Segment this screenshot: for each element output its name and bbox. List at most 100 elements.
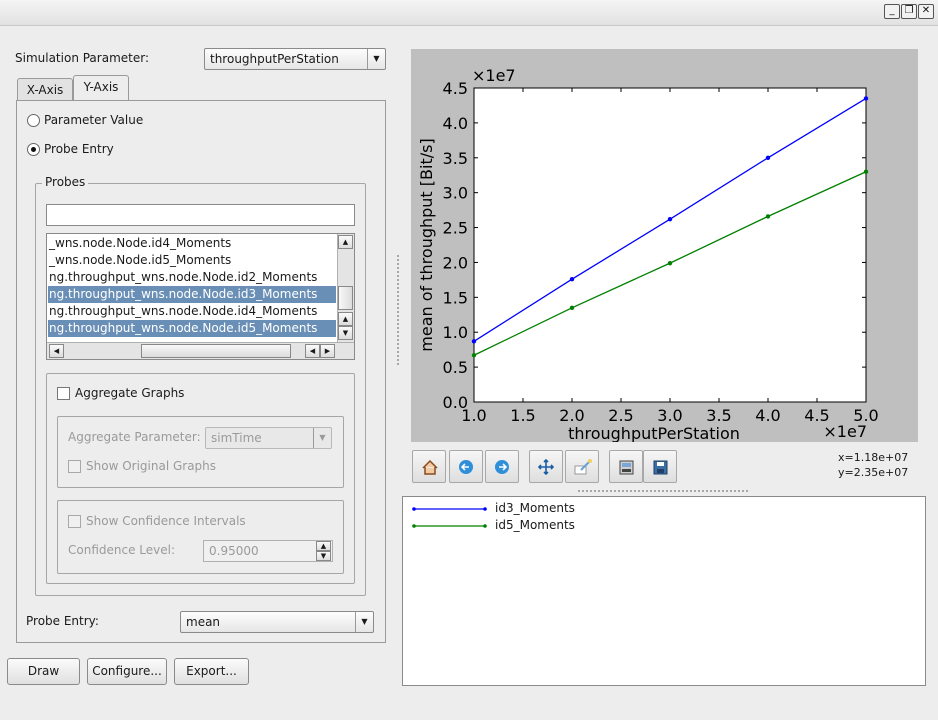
data-point — [471, 353, 477, 358]
minimize-icon[interactable]: _ — [884, 4, 900, 19]
scroll-right-icon[interactable]: ▶ — [320, 344, 335, 358]
pan-icon[interactable] — [529, 450, 563, 483]
probe-list: _wns.node.Node.id4_Moments _wns.node.Node… — [46, 233, 355, 360]
spin-down-icon[interactable]: ▼ — [316, 551, 331, 561]
x-tick-label: 5.0 — [853, 406, 878, 425]
legend-item[interactable]: id3_Moments — [411, 500, 711, 516]
data-point — [765, 214, 771, 219]
data-point — [569, 305, 575, 310]
legend-line-icon — [412, 507, 487, 511]
parameter-value-radio[interactable] — [27, 114, 40, 127]
y-tick-label: 1.0 — [443, 323, 468, 342]
chart-svg: 1.0 1.5 2.0 2.5 3.0 3.5 4.0 4.5 5.0 0.0 0.5 1.0 1.5 2… — [417, 66, 879, 442]
coords-y: y=2.35e+07 — [838, 466, 909, 479]
title-bar — [0, 0, 938, 26]
x-tick-label: 3.0 — [657, 406, 682, 425]
data-point — [667, 216, 673, 222]
home-icon[interactable] — [412, 450, 446, 483]
show-original-checkbox[interactable] — [68, 460, 81, 473]
draw-button[interactable]: Draw — [7, 658, 80, 685]
plot-area — [473, 87, 867, 403]
data-point — [765, 155, 771, 160]
x-tick-label: 1.0 — [461, 406, 486, 425]
probe-entry-field-label: Probe Entry: — [26, 614, 99, 628]
y-tick-label: 0.0 — [443, 393, 468, 412]
close-icon[interactable]: ✕ — [918, 4, 934, 19]
scroll-down-icon[interactable]: ▼ — [338, 326, 353, 340]
y-tick-label: 4.0 — [443, 114, 468, 133]
aggregate-param-label: Aggregate Parameter: — [68, 430, 201, 444]
configure-button[interactable]: Configure... — [87, 658, 167, 685]
show-confidence-checkbox[interactable] — [68, 515, 81, 528]
zoom-icon[interactable] — [565, 450, 599, 483]
data-point — [667, 260, 673, 266]
y-tick-label: 3.5 — [443, 149, 468, 168]
export-button[interactable]: Export... — [174, 658, 249, 685]
y-multiplier: ×1e7 — [472, 66, 516, 85]
chevron-down-icon: ▼ — [367, 49, 385, 69]
x-tick-label: 2.5 — [608, 406, 633, 425]
probe-entry-radio[interactable] — [27, 143, 40, 156]
tab-x-axis[interactable]: X-Axis — [17, 78, 73, 101]
aggregate-graphs-checkbox[interactable] — [57, 387, 70, 400]
y-tick-label: 4.5 — [443, 79, 468, 98]
scroll-thumb[interactable] — [338, 286, 353, 310]
y-tick-label: 0.5 — [443, 358, 468, 377]
tab-y-axis[interactable]: Y-Axis — [73, 75, 129, 101]
x-tick-label: 4.5 — [804, 406, 829, 425]
x-tick-label: 1.5 — [510, 406, 535, 425]
confidence-level-label: Confidence Level: — [68, 543, 176, 557]
x-multiplier: ×1e7 — [823, 422, 867, 441]
scroll-left-icon[interactable]: ◀ — [49, 344, 64, 358]
chevron-down-icon: ▼ — [355, 612, 373, 632]
legend-item[interactable]: id5_Moments — [411, 517, 711, 533]
aggregate-graphs-label: Aggregate Graphs — [75, 386, 185, 400]
probes-title: Probes — [42, 175, 89, 189]
subplots-icon[interactable] — [609, 450, 643, 483]
sim-param-label: Simulation Parameter: — [15, 51, 149, 65]
y-tick-label: 1.5 — [443, 288, 468, 307]
legend-line-icon — [412, 524, 487, 528]
probe-list-item[interactable]: ng.throughput_wns.node.Node.id3_Moments — [48, 286, 336, 303]
probe-entry-value: mean — [186, 615, 221, 629]
x-tick-label: 2.0 — [559, 406, 584, 425]
probe-list-item[interactable]: ng.throughput_wns.node.Node.id4_Moments — [49, 304, 318, 318]
splitter-handle-horizontal[interactable] — [578, 490, 748, 493]
restore-icon[interactable]: ❐ — [901, 4, 917, 19]
back-icon[interactable] — [449, 450, 483, 483]
hscroll-thumb[interactable] — [141, 344, 291, 358]
plot-canvas[interactable]: 1.0 1.5 2.0 2.5 3.0 3.5 4.0 4.5 5.0 0.0 0.5 1.0 1.5 2… — [411, 49, 918, 442]
confidence-level-spinbox[interactable]: 0.95000 — [203, 540, 333, 562]
legend-label: id5_Moments — [495, 518, 575, 532]
scroll-up-icon[interactable]: ▲ — [338, 235, 353, 249]
scroll-left-icon[interactable]: ◀ — [305, 344, 320, 358]
aggregate-param-value: simTime — [211, 431, 262, 445]
spin-up-icon[interactable]: ▲ — [316, 541, 331, 551]
x-tick-label: 4.0 — [755, 406, 780, 425]
splitter-handle[interactable] — [397, 255, 400, 365]
probe-list-item[interactable]: ng.throughput_wns.node.Node.id2_Moments — [49, 270, 318, 284]
probe-list-item[interactable]: _wns.node.Node.id4_Moments — [49, 236, 232, 250]
forward-icon[interactable] — [485, 450, 519, 483]
scroll-up-icon[interactable]: ▲ — [338, 312, 353, 326]
x-axis-label: throughputPerStation — [568, 424, 740, 442]
x-tick-label: 3.5 — [706, 406, 731, 425]
probe-filter-input[interactable] — [46, 204, 355, 226]
aggregate-group — [46, 373, 355, 584]
show-confidence-label: Show Confidence Intervals — [86, 514, 246, 528]
probe-entry-select[interactable]: mean ▼ — [180, 611, 374, 633]
probe-list-item[interactable]: _wns.node.Node.id5_Moments — [49, 253, 232, 267]
data-point — [863, 96, 869, 101]
parameter-value-label: Parameter Value — [44, 113, 144, 127]
data-point — [863, 169, 869, 174]
data-point — [569, 276, 575, 282]
sim-param-select[interactable]: throughputPerStation ▼ — [204, 48, 386, 70]
save-icon[interactable] — [643, 450, 677, 483]
sim-param-value: throughputPerStation — [210, 52, 339, 66]
aggregate-options-group — [57, 416, 344, 488]
chevron-down-icon: ▼ — [313, 428, 331, 448]
y-tick-label: 3.0 — [443, 184, 468, 203]
show-original-label: Show Original Graphs — [86, 459, 217, 473]
aggregate-param-select[interactable]: simTime ▼ — [205, 427, 332, 449]
probe-list-item[interactable]: ng.throughput_wns.node.Node.id5_Moments — [48, 320, 336, 337]
